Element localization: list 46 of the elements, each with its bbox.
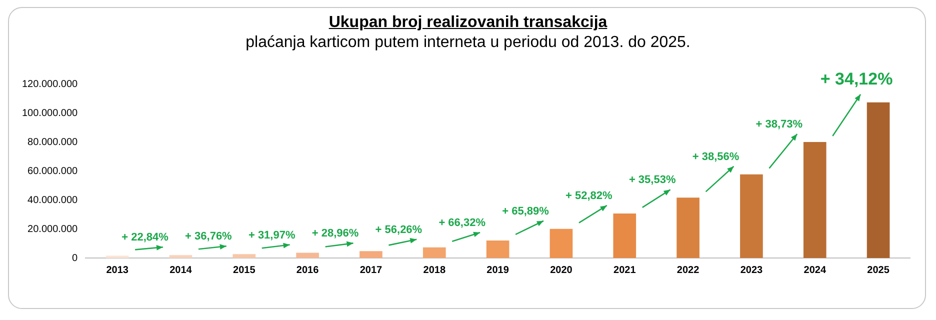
chart-title: Ukupan broj realizovanih transakcija [328, 14, 608, 32]
annotation: + 38,56% [692, 150, 740, 163]
x-tick-label: 2018 [423, 264, 446, 276]
chart-subtitle: plaćanja karticom putem interneta u periodu od 2013. do 2025. [244, 34, 692, 52]
y-tick-label: 80.000.000 [28, 136, 78, 148]
x-tick-label: 2015 [233, 264, 256, 276]
x-tick-label: 2016 [296, 264, 320, 276]
bar [296, 252, 319, 258]
annotation: + 34,12% [820, 70, 893, 89]
x-tick-label: 2025 [867, 264, 890, 276]
annotation: + 31,97% [248, 229, 296, 242]
annotation: + 35,53% [628, 174, 676, 186]
bar [803, 142, 826, 258]
bar [422, 247, 446, 258]
bar [676, 198, 700, 258]
annotation: + 22,84% [122, 232, 169, 244]
x-tick-label: 2021 [614, 264, 636, 276]
annotation: + 65,89% [502, 205, 550, 218]
x-tick-label: 2024 [804, 264, 826, 276]
y-tick-label: 0 [72, 252, 78, 264]
y-tick-label: 100.000.000 [22, 108, 78, 119]
x-tick-label: 2023 [740, 264, 764, 276]
bar [740, 174, 763, 258]
bar [613, 213, 636, 258]
annotation: + 52,82% [566, 190, 613, 202]
bar [169, 255, 192, 258]
annotation: + 36,76% [185, 230, 232, 243]
bar [232, 254, 256, 258]
x-tick-label: 2019 [486, 264, 510, 276]
bar [866, 102, 890, 258]
x-tick-label: 2013 [106, 264, 129, 276]
annotation: + 66,32% [438, 216, 486, 229]
y-tick-label: 120.000.000 [22, 78, 78, 90]
bar [486, 240, 510, 258]
annotation: + 28,96% [312, 228, 359, 240]
annotation: + 56,26% [375, 224, 422, 236]
x-tick-label: 2022 [676, 264, 700, 276]
y-tick-label: 20.000.000 [28, 224, 78, 235]
x-tick-label: 2014 [170, 264, 192, 276]
annotation: + 38,73% [756, 118, 803, 131]
y-tick-label: 40.000.000 [28, 194, 78, 206]
bar [550, 228, 573, 258]
y-tick-label: 60.000.000 [28, 166, 78, 177]
bar [360, 251, 382, 258]
x-tick-label: 2020 [550, 264, 573, 276]
x-tick-label: 2017 [360, 264, 383, 276]
